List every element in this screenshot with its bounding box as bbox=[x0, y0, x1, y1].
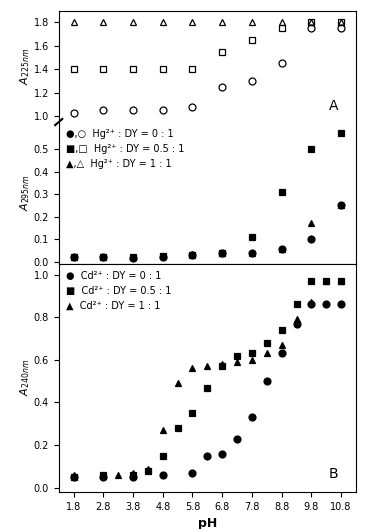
Text: A: A bbox=[329, 99, 338, 113]
X-axis label: pH: pH bbox=[198, 517, 217, 529]
Y-axis label: $A_{295nm}$: $A_{295nm}$ bbox=[18, 175, 32, 212]
Y-axis label: $A_{225nm}$: $A_{225nm}$ bbox=[18, 48, 32, 85]
X-axis label: pH: pH bbox=[200, 289, 215, 299]
Text: B: B bbox=[328, 467, 338, 480]
Legend: ●,○  Hg²⁺ : DY = 0 : 1, ■,□  Hg²⁺ : DY = 0.5 : 1, ▲,△  Hg²⁺ : DY = 1 : 1: ●,○ Hg²⁺ : DY = 0 : 1, ■,□ Hg²⁺ : DY = 0… bbox=[63, 127, 186, 170]
Legend: ●  Cd²⁺ : DY = 0 : 1, ■  Cd²⁺ : DY = 0.5 : 1, ▲  Cd²⁺ : DY = 1 : 1: ● Cd²⁺ : DY = 0 : 1, ■ Cd²⁺ : DY = 0.5 :… bbox=[63, 269, 173, 313]
Y-axis label: $A_{240nm}$: $A_{240nm}$ bbox=[18, 359, 32, 396]
